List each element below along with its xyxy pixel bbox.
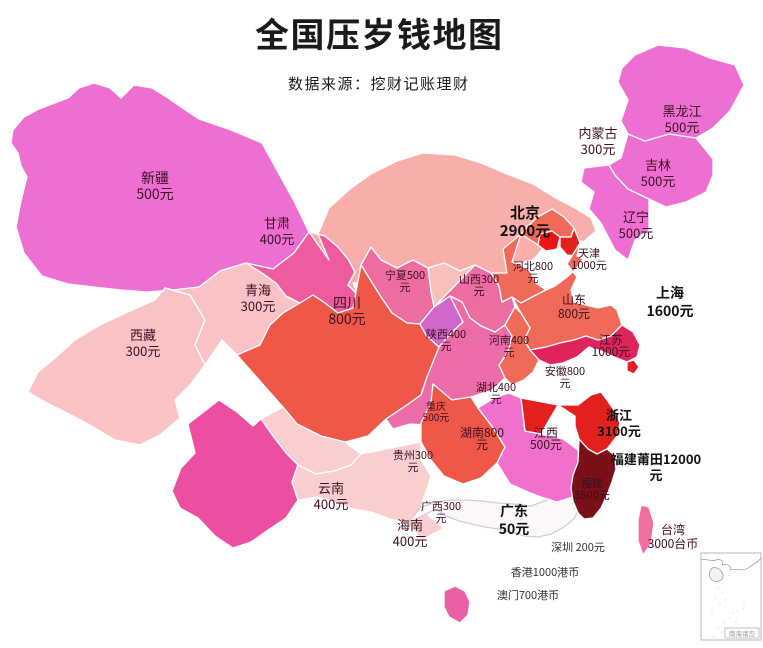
svg-text:元: 元 [436,510,447,526]
svg-text:澳门700港币: 澳门700港币 [497,587,559,603]
svg-text:500元: 500元 [619,223,654,242]
svg-text:南海诸岛: 南海诸岛 [729,628,755,638]
svg-text:500元: 500元 [423,409,450,424]
svg-text:2900元: 2900元 [500,220,550,241]
svg-text:3100元: 3100元 [597,421,641,440]
svg-text:元: 元 [491,391,502,407]
svg-text:元: 元 [528,270,539,286]
svg-text:500元: 500元 [641,171,676,190]
svg-text:500元: 500元 [136,184,173,204]
svg-text:元: 元 [441,338,452,354]
svg-text:深圳 200元: 深圳 200元 [551,539,605,555]
svg-text:元: 元 [474,283,485,299]
svg-text:元: 元 [400,279,411,295]
svg-text:1000元: 1000元 [571,257,606,273]
svg-text:800元: 800元 [328,309,365,329]
svg-text:3000台币: 3000台币 [648,535,699,552]
svg-text:400元: 400元 [314,494,349,513]
svg-text:1600元: 1600元 [646,301,693,321]
svg-text:50元: 50元 [499,519,530,539]
svg-text:3500元: 3500元 [574,487,609,503]
svg-text:香港1000港币: 香港1000港币 [511,564,579,580]
svg-text:广东: 广东 [500,501,528,521]
svg-text:元: 元 [504,344,515,360]
svg-text:上海: 上海 [656,283,684,303]
svg-text:300元: 300元 [241,296,276,315]
svg-text:元: 元 [476,436,488,453]
svg-text:300元: 300元 [126,341,161,360]
svg-text:500元: 500元 [665,117,700,136]
svg-text:800元: 800元 [558,305,590,322]
svg-text:400元: 400元 [393,531,428,550]
svg-text:元: 元 [560,375,571,391]
svg-text:300元: 300元 [581,139,616,158]
svg-text:500元: 500元 [530,436,562,453]
svg-text:元: 元 [408,459,419,475]
svg-text:400元: 400元 [260,229,295,248]
svg-text:1000元: 1000元 [592,343,631,360]
svg-text:元: 元 [649,465,662,484]
